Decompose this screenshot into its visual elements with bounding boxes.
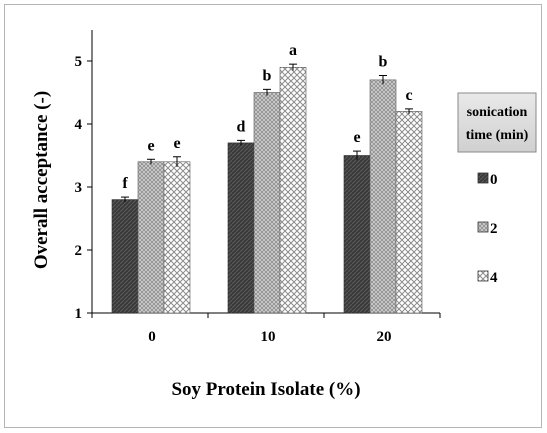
y-tick-label: 4 [75, 117, 83, 133]
legend-title-line1: sonication [467, 105, 528, 120]
bar-series-4 [164, 162, 190, 313]
x-tick-label: 0 [148, 329, 156, 345]
bar-series-0 [228, 143, 254, 313]
bar-series-4 [280, 67, 306, 313]
legend-swatch-2 [478, 222, 488, 232]
significance-label: d [237, 118, 246, 135]
legend-items: 0 2 4 [478, 172, 498, 286]
bars [112, 67, 422, 313]
y-tick-label: 1 [75, 306, 83, 322]
bar-series-2 [254, 93, 280, 314]
legend-swatch-0 [478, 173, 488, 183]
y-tick-label: 5 [75, 54, 83, 70]
bar-series-4 [396, 111, 422, 313]
y-axis-title: Overall acceptance (-) [31, 91, 52, 269]
significance-label: b [379, 53, 388, 70]
x-ticks: 0 10 20 [92, 313, 440, 345]
bar-series-2 [370, 80, 396, 313]
significance-label: a [289, 42, 297, 59]
significance-label: e [353, 129, 360, 146]
significance-label: b [263, 67, 272, 84]
legend-swatch-4 [478, 271, 488, 281]
significance-label: e [147, 137, 154, 154]
significance-label: e [173, 135, 180, 152]
significance-label: f [122, 175, 128, 192]
bar-series-2 [138, 162, 164, 313]
legend-title-line2: time (min) [466, 128, 529, 143]
bar-series-0 [112, 200, 138, 313]
legend-label-0: 0 [490, 172, 498, 188]
significance-label: c [405, 87, 412, 104]
legend: sonication time (min) 0 2 4 [458, 93, 536, 286]
bar-series-0 [344, 156, 370, 314]
y-tick-label: 3 [75, 180, 83, 196]
x-tick-label: 20 [377, 329, 392, 345]
y-tick-label: 2 [75, 243, 83, 259]
legend-label-4: 4 [490, 270, 498, 286]
x-tick-label: 10 [261, 329, 276, 345]
legend-label-2: 2 [490, 221, 498, 237]
y-ticks: 1 2 3 4 5 [75, 54, 93, 322]
x-axis-title: Soy Protein Isolate (%) [171, 379, 360, 400]
legend-title-box [458, 93, 536, 152]
